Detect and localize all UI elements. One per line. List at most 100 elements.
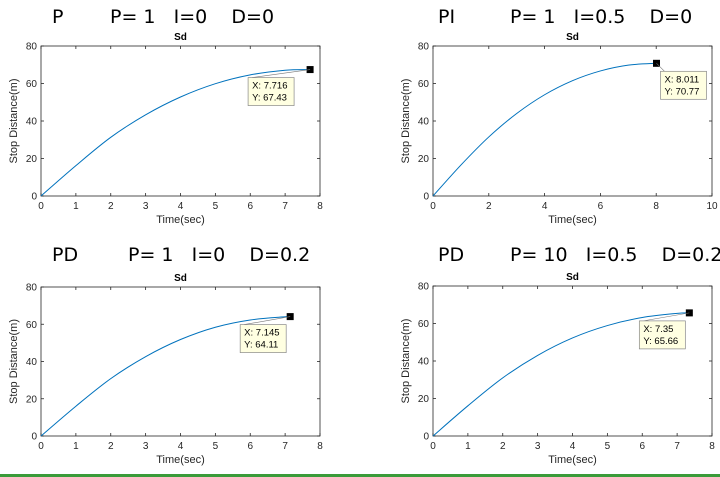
x-tick-label: 0 [38,201,44,212]
datatip-pointer [643,312,690,322]
datatip-y-label: Y: 70.77 [665,86,700,97]
y-tick-label: 40 [26,117,38,128]
x-tick-label: 0 [430,441,436,452]
x-tick-label: 4 [178,201,184,212]
y-tick-label: 20 [26,394,38,405]
datatip-box [638,320,686,350]
y-axis-label: Stop Distance(m) [400,319,412,404]
panel-1-params-label: P= 1 I=0 D=0 [110,6,275,28]
x-tick-label: 2 [500,441,506,452]
x-tick-label: 2 [486,201,492,212]
x-axis-label: Time(sec) [156,454,204,466]
y-tick-label: 20 [418,154,430,165]
x-tick-label: 8 [653,201,659,212]
y-tick-label: 40 [418,117,430,128]
series-line [40,69,311,197]
x-tick-label: 7 [282,441,288,452]
y-axis-label: Stop Distance(m) [400,79,412,164]
series-line [40,315,291,437]
x-tick-label: 5 [605,441,611,452]
y-tick-label: 0 [423,192,429,203]
panel-3-params-label: P= 1 I=0 D=0.2 [128,244,311,266]
x-tick-label: 1 [73,201,79,212]
datatip-y-label: Y: 67.43 [252,93,287,104]
y-tick-label: 60 [26,320,38,331]
y-axis-label: Stop Distance(m) [8,79,20,164]
panel-3-mode-label: PD [52,244,79,266]
y-tick-label: 0 [423,432,429,443]
panel-2-mode-label: PI [438,6,456,28]
y-tick-label: 60 [26,79,38,90]
panel-2-params-label: P= 1 I=0.5 D=0 [510,6,693,28]
bottom-accent-line [0,474,720,477]
x-tick-label: 5 [213,441,219,452]
x-tick-label: 6 [247,201,253,212]
datatip-pointer [656,63,665,72]
y-axis-label: Stop Distance(m) [8,319,20,404]
datatip-y-label: Y: 64.11 [244,340,278,351]
x-tick-label: 3 [535,441,541,452]
chart-title: Sd [174,273,187,284]
y-tick-label: 0 [31,192,37,203]
datatip-x-label: X: 7.35 [643,324,673,335]
y-tick-label: 40 [418,357,430,368]
x-tick-label: 1 [73,441,79,452]
panel-1-mode-label: P [52,6,64,28]
y-tick-label: 20 [418,394,430,405]
y-tick-label: 60 [418,319,430,330]
x-tick-label: 6 [247,441,253,452]
y-tick-label: 0 [31,432,37,443]
panel-4-mode-label: PD [438,244,465,266]
plot-area [40,286,321,437]
y-tick-label: 80 [26,42,38,53]
x-tick-label: 1 [465,441,471,452]
y-tick-label: 20 [26,154,38,165]
x-tick-label: 0 [430,201,436,212]
x-tick-label: 3 [143,441,149,452]
datatip-x-label: X: 7.145 [244,328,279,339]
datatip-box [660,70,707,100]
x-tick-label: 2 [108,201,114,212]
y-tick-label: 60 [418,79,430,90]
panel-4-params-label: P= 10 I=0.5 D=0.2 [510,244,720,266]
y-tick-label: 80 [418,42,430,53]
x-tick-label: 7 [674,441,680,452]
y-tick-label: 80 [26,283,38,294]
x-tick-label: 4 [178,441,184,452]
y-tick-label: 80 [418,282,430,293]
chart-title: Sd [174,32,187,43]
x-tick-label: 6 [598,201,604,212]
datatip-pointer [244,316,291,325]
x-tick-label: 3 [143,201,149,212]
datatip-box [239,324,287,353]
x-tick-label: 10 [706,201,718,212]
x-tick-label: 8 [317,441,323,452]
x-tick-label: 0 [38,441,44,452]
chart-title: Sd [566,272,579,283]
plot-area [432,285,713,437]
x-tick-label: 2 [108,441,114,452]
x-tick-label: 8 [317,201,323,212]
plot-area [40,45,321,197]
chart-2: 0 2 4 6 8 10 0 20 40 60 80 Sd Time(sec) Stop Distance… [400,32,718,226]
x-axis-label: Time(sec) [548,454,596,466]
y-tick-label: 40 [26,357,38,368]
x-tick-label: 4 [542,201,548,212]
chart-title: Sd [566,32,579,43]
datatip-pointer [252,69,311,78]
datatip-x-label: X: 8.011 [665,74,700,85]
series-line [432,62,657,197]
x-tick-label: 6 [639,441,645,452]
x-tick-label: 8 [709,441,715,452]
datatip-box [247,77,295,106]
x-axis-label: Time(sec) [156,214,204,226]
series-line [432,312,690,437]
plot-area [432,45,713,197]
datatip-y-label: Y: 65.66 [643,336,678,347]
x-tick-label: 4 [570,441,576,452]
datatip-x-label: X: 7.716 [252,81,287,92]
